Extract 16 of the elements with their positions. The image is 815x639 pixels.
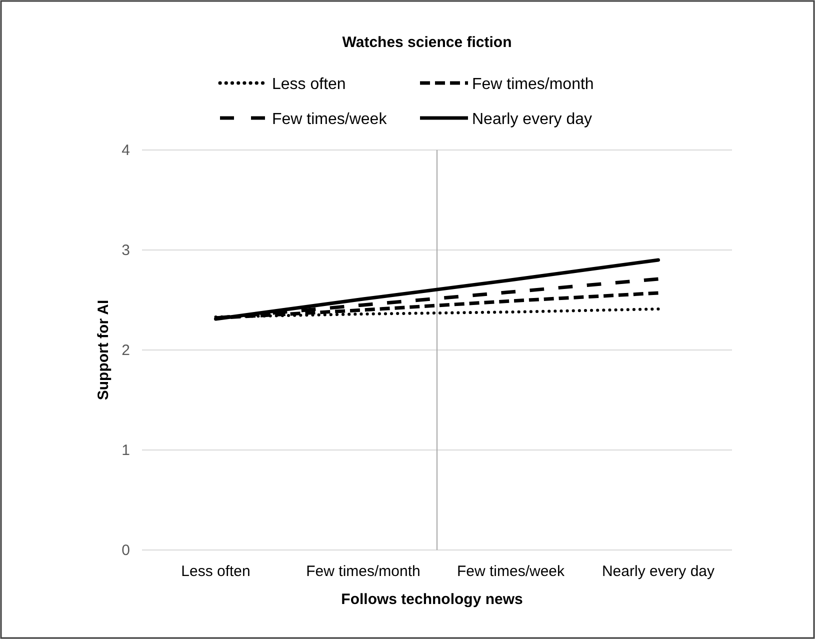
y-tick-label: 3 bbox=[122, 242, 130, 259]
x-tick-label: Few times/month bbox=[306, 563, 420, 580]
x-axis-title: Follows technology news bbox=[341, 591, 523, 608]
y-tick-label: 4 bbox=[122, 142, 130, 159]
legend-label: Few times/month bbox=[472, 76, 594, 93]
y-tick-label: 2 bbox=[122, 342, 130, 359]
legend-label: Few times/week bbox=[272, 111, 388, 128]
x-tick-label: Few times/week bbox=[456, 563, 566, 580]
y-tick-label: 0 bbox=[122, 542, 130, 559]
y-tick-label: 1 bbox=[122, 442, 130, 459]
y-axis-title: Support for AI bbox=[95, 300, 112, 400]
chart-title: Watches science fiction bbox=[342, 34, 512, 51]
x-tick-label: Less often bbox=[181, 563, 250, 580]
x-tick-label: Nearly every day bbox=[602, 563, 716, 580]
legend-label: Nearly every day bbox=[472, 111, 592, 128]
legend-label: Less often bbox=[272, 76, 346, 93]
